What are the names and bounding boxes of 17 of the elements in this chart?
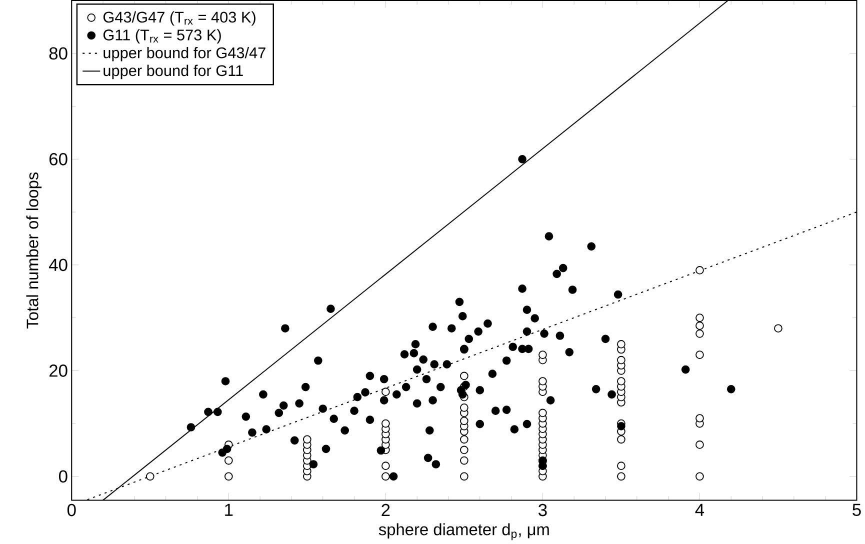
x-tick-label: 4	[695, 504, 704, 516]
legend-label: upper bound for G11	[104, 64, 243, 80]
y-tick-label: 80	[49, 47, 68, 60]
legend-label: upper bound for G43/47	[104, 47, 266, 62]
x-tick-label: 1	[225, 504, 233, 516]
legend-label: G43/G47 (T$_{rx}$ = 403 K)	[103, 11, 256, 26]
y-axis-title: Total number of loops	[26, 172, 42, 329]
x-axis-title: sphere diameter d$_{p}$, μm	[378, 523, 549, 540]
y-tick-label: 40	[48, 258, 68, 272]
x-tick-label: 2	[382, 504, 390, 516]
y-tick-label: 60	[49, 153, 68, 166]
x-tick-label: 0	[67, 504, 76, 516]
x-tick-label: 5	[852, 504, 861, 516]
y-tick-label: 0	[58, 470, 68, 483]
legend-label: G11 (T$_{rx}$ = 573 K)	[103, 29, 221, 44]
y-tick-label: 20	[49, 364, 68, 378]
x-tick-label: 3	[538, 504, 547, 516]
